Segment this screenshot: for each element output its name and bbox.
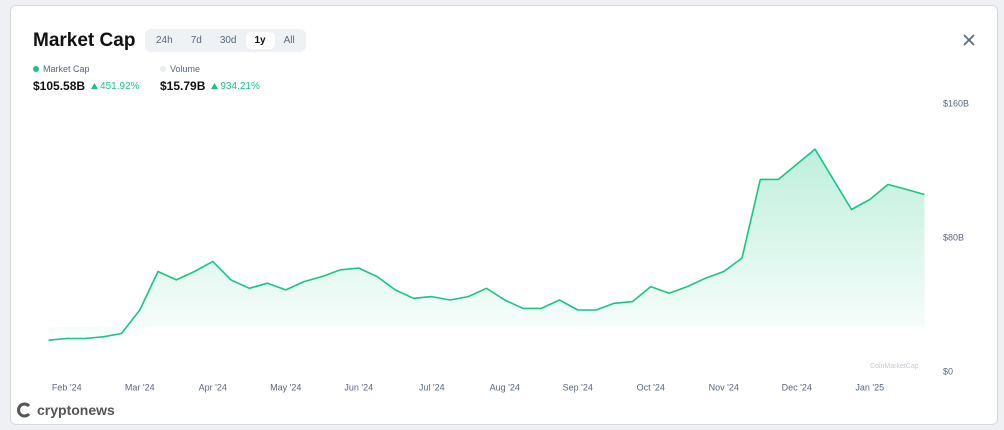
stat-value: $105.58B bbox=[33, 79, 86, 93]
stat-label: Market Cap bbox=[43, 64, 90, 74]
x-tick-label: Jan '25 bbox=[855, 382, 884, 392]
x-tick-label: Sep '24 bbox=[563, 382, 593, 392]
x-tick-label: May '24 bbox=[270, 382, 301, 392]
watermark: CoinMarketCap bbox=[870, 363, 919, 370]
area-fill bbox=[48, 149, 925, 341]
stat-change: 934.21% bbox=[220, 80, 260, 92]
y-tick-label: $80B bbox=[943, 232, 964, 242]
x-tick-label: Dec '24 bbox=[782, 382, 812, 392]
stat-value: $15.79B bbox=[160, 79, 206, 93]
range-tabs: 24h 7d 30d 1y All bbox=[145, 29, 306, 52]
stat-change: 451.92% bbox=[100, 80, 140, 92]
tab[interactable]: 7d bbox=[190, 35, 202, 46]
series-line bbox=[48, 148, 925, 341]
y-tick-label: $0 bbox=[943, 366, 953, 376]
tab[interactable]: All bbox=[283, 35, 295, 46]
tab-active[interactable]: 1y bbox=[245, 32, 275, 49]
x-tick-label: Oct '24 bbox=[637, 382, 665, 392]
close-button[interactable] bbox=[960, 31, 978, 49]
legend-dot bbox=[33, 66, 39, 72]
up-arrow bbox=[211, 83, 219, 89]
x-tick-label: Apr '24 bbox=[199, 382, 227, 392]
y-tick-label: $160B bbox=[943, 98, 969, 108]
brand: cryptonews bbox=[16, 402, 115, 418]
x-tick-label: Nov '24 bbox=[709, 382, 739, 392]
x-tick-label: Jul '24 bbox=[419, 382, 445, 392]
legend-dot bbox=[160, 66, 166, 72]
brand-logo bbox=[17, 402, 31, 418]
stat: Market Cap $105.58B 451.92% bbox=[33, 64, 140, 93]
x-tick-label: Feb '24 bbox=[52, 382, 82, 392]
x-tick-label: Jun '24 bbox=[344, 382, 373, 392]
x-tick-label: Mar '24 bbox=[125, 382, 155, 392]
title: Market Cap bbox=[33, 30, 136, 51]
x-tick-label: Aug '24 bbox=[490, 382, 520, 392]
stat-label: Volume bbox=[170, 64, 201, 74]
tab[interactable]: 24h bbox=[156, 35, 173, 46]
up-arrow bbox=[91, 83, 99, 89]
stat: Volume $15.79B 934.21% bbox=[160, 64, 260, 93]
tab[interactable]: 30d bbox=[219, 35, 237, 46]
brand-name: cryptonews bbox=[37, 402, 115, 418]
